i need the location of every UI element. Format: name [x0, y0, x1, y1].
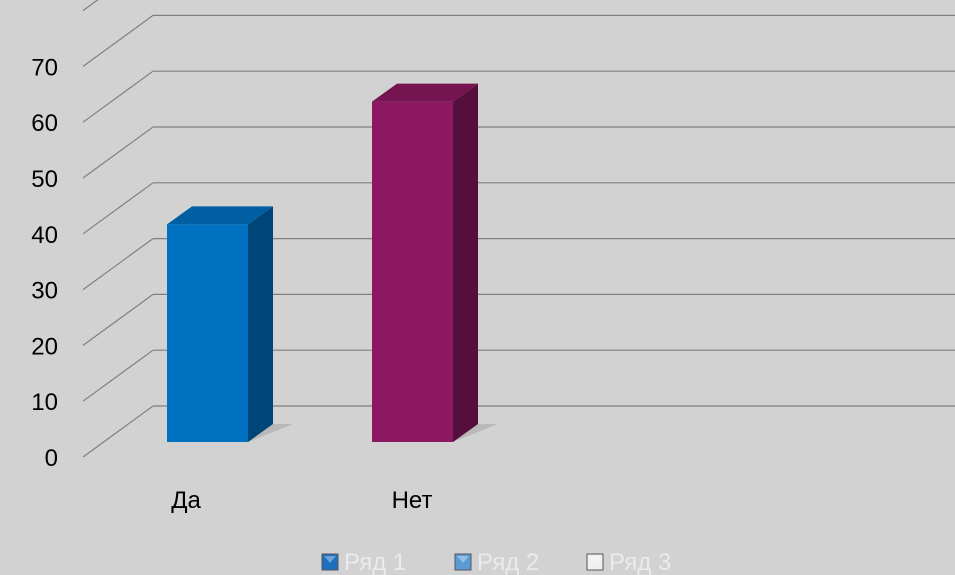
y-tick-label: 40 — [31, 222, 58, 249]
bar-0 — [167, 206, 293, 442]
legend-item[interactable]: Ряд 1 — [321, 549, 406, 575]
gridline — [82, 238, 955, 291]
legend-label: Ряд 3 — [609, 549, 671, 575]
y-tick-label: 30 — [31, 278, 58, 305]
y-axis-ticks: 0 10 20 30 40 50 60 70 — [31, 54, 58, 472]
gridline — [82, 293, 955, 346]
legend: Ряд 1 Ряд 2 Ряд 3 — [321, 549, 671, 575]
x-axis-categories: Да Нет — [171, 487, 432, 514]
gridline — [82, 0, 99, 12]
category-label: Нет — [392, 487, 433, 514]
bars — [167, 83, 498, 443]
legend-label: Ряд 1 — [344, 549, 406, 575]
y-tick-label: 10 — [31, 389, 58, 416]
gridline — [82, 126, 955, 179]
y-tick-label: 50 — [31, 166, 58, 193]
y-tick-label: 60 — [31, 110, 58, 137]
gridline — [82, 14, 955, 67]
legend-item[interactable]: Ряд 2 — [454, 549, 539, 575]
y-tick-label: 70 — [31, 54, 58, 81]
gridline — [82, 70, 955, 123]
legend-item[interactable]: Ряд 3 — [586, 549, 671, 575]
gridline — [82, 405, 955, 458]
legend-label: Ряд 2 — [477, 549, 539, 575]
bar-1 — [372, 83, 498, 443]
category-label: Да — [171, 487, 201, 514]
gridlines — [82, 0, 955, 458]
y-tick-label: 0 — [45, 445, 58, 472]
y-tick-label: 20 — [31, 333, 58, 360]
gridline — [82, 182, 955, 235]
gridline — [82, 349, 955, 402]
